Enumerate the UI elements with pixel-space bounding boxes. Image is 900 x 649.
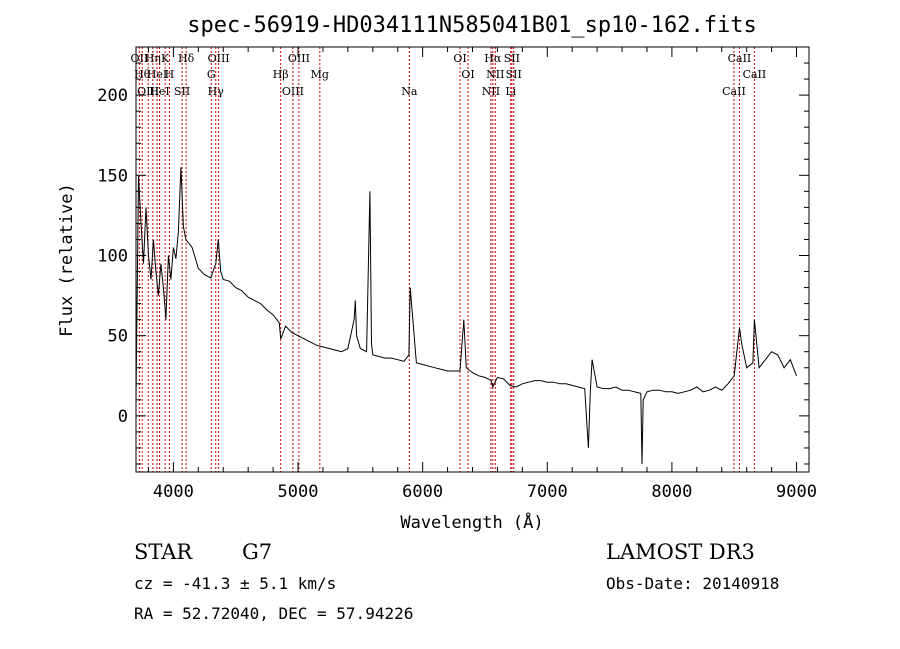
x-axis-label: Wavelength (Å) (400, 511, 543, 533)
y-tick-label: 150 (97, 166, 128, 186)
x-tick-label: 7000 (527, 482, 568, 502)
spectral-line-label: Hη (145, 52, 161, 65)
coordinates: RA = 52.72040, DEC = 57.94226 (134, 604, 413, 623)
spectral-line-label: Hα (484, 52, 502, 65)
spectral-line-label: HeI (147, 68, 167, 81)
object-class: STAR (134, 540, 193, 564)
spectral-line-label: Hδ (178, 52, 195, 65)
y-tick-label: 200 (97, 86, 128, 106)
spectral-line-label: K (161, 52, 170, 65)
spectral-line-label: NII (486, 68, 504, 81)
spectral-line-label: H (165, 68, 175, 81)
x-tick-label: 4000 (153, 482, 194, 502)
spectral-line-label: Li (505, 85, 516, 98)
x-tick-label: 6000 (402, 482, 443, 502)
spectral-line-label: OIII (288, 52, 310, 65)
redshift-cz: cz = -41.3 ± 5.1 km/s (134, 574, 336, 593)
y-tick-label: 100 (97, 246, 128, 266)
y-tick-label: 50 (108, 327, 128, 347)
x-axis: 4000 5000 6000 7000 8000 9000 (147, 47, 817, 502)
spectral-line-label: Hγ (208, 85, 225, 98)
spectral-line-label: Na (401, 85, 418, 98)
y-tick-label: 0 (118, 407, 128, 427)
spectral-line-label: OIII (208, 52, 230, 65)
x-tick-label: 9000 (776, 482, 817, 502)
survey-name: LAMOST DR3 (606, 540, 755, 564)
spectral-line-labels: OIIHθOIIIHηHeIHeIKHSIIHδGHγOIIIHβOIIIOII… (131, 52, 767, 98)
spectral-line-markers (138, 47, 755, 472)
plot-frame (135, 46, 810, 473)
spectral-line-label: HeI (149, 85, 169, 98)
x-tick-label: 5000 (278, 482, 319, 502)
spectral-line-label: SII (174, 85, 190, 98)
spectral-line-label: NII (482, 85, 500, 98)
spectral-line-label: OIII (282, 85, 304, 98)
y-axis: 0 50 100 150 200 (97, 46, 809, 465)
spectral-line-label: CaII (722, 85, 746, 98)
spectral-line-label: OI (461, 68, 474, 81)
spectral-line-label: Hθ (134, 68, 151, 81)
spectral-line-label: Mg (311, 68, 329, 81)
spectral-line-label: CaII (743, 68, 767, 81)
spectral-line-label: SII (506, 68, 522, 81)
chart-title: spec-56919-HD034111N585041B01_sp10-162.f… (187, 13, 757, 38)
object-subclass: G7 (242, 540, 272, 564)
spectral-line-label: CaII (728, 52, 752, 65)
y-axis-label: Flux (relative) (57, 183, 77, 337)
spectral-line-label: OII (131, 52, 149, 65)
observation-date: Obs-Date: 20140918 (606, 574, 779, 593)
spectral-line-label: Hβ (273, 68, 289, 81)
spectrum-series-line (135, 167, 797, 465)
spectral-line-label: G (207, 68, 216, 81)
spectral-line-label: OI (453, 52, 466, 65)
x-tick-label: 8000 (651, 482, 692, 502)
spectral-line-label: SII (504, 52, 520, 65)
